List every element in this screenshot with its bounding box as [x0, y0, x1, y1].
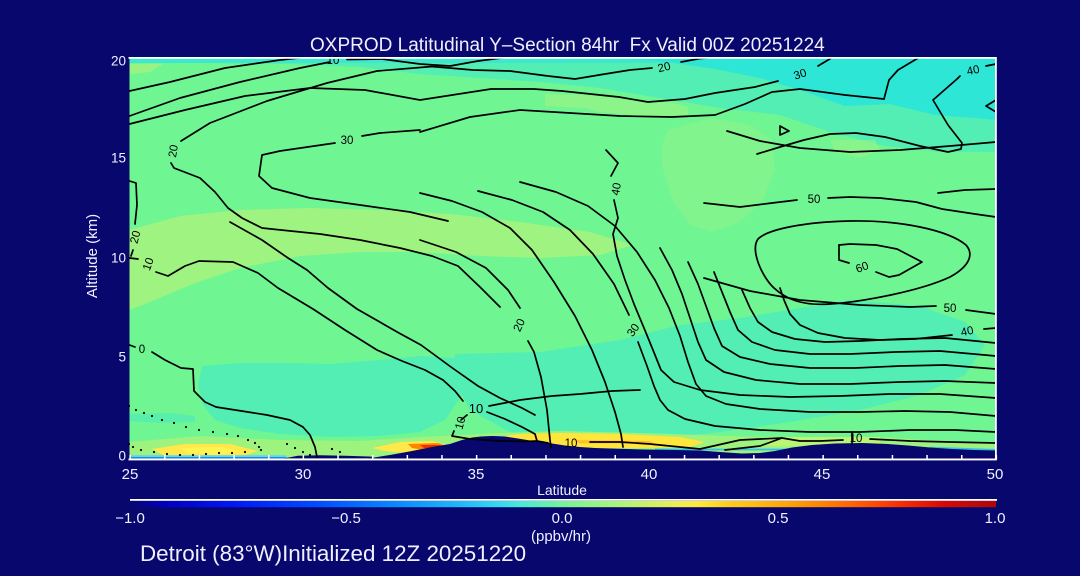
- svg-text:0: 0: [139, 344, 145, 356]
- svg-text:40: 40: [960, 325, 975, 339]
- svg-text:Detroit (83°W)Initialized 12Z: Detroit (83°W)Initialized 12Z 20251220: [140, 541, 526, 566]
- svg-text:20: 20: [512, 317, 528, 334]
- svg-text:10: 10: [454, 416, 469, 431]
- svg-text:OXPROD Latitudinal Y–Section 8: OXPROD Latitudinal Y–Section 84hr Fx Val…: [310, 35, 825, 56]
- svg-text:20: 20: [111, 54, 126, 69]
- svg-text:15: 15: [111, 151, 126, 166]
- svg-text:40: 40: [641, 466, 658, 483]
- svg-text:(ppbv/hr): (ppbv/hr): [531, 528, 591, 545]
- svg-text:35: 35: [468, 466, 485, 483]
- svg-text:10: 10: [469, 401, 483, 416]
- svg-text:10: 10: [565, 438, 578, 450]
- svg-text:1.0: 1.0: [985, 510, 1006, 527]
- svg-text:50: 50: [987, 466, 1004, 483]
- svg-text:10: 10: [850, 433, 863, 445]
- svg-text:Altitude (km): Altitude (km): [84, 214, 101, 298]
- svg-text:10: 10: [327, 55, 340, 67]
- svg-text:0.5: 0.5: [768, 510, 789, 527]
- svg-text:−1.0: −1.0: [115, 510, 145, 527]
- svg-text:30: 30: [295, 466, 312, 483]
- svg-text:5: 5: [118, 350, 126, 365]
- svg-text:10: 10: [111, 251, 126, 266]
- svg-text:−0.5: −0.5: [331, 510, 361, 527]
- svg-text:45: 45: [814, 466, 831, 483]
- svg-text:40: 40: [966, 64, 981, 78]
- svg-text:25: 25: [122, 466, 139, 483]
- svg-text:20: 20: [657, 61, 672, 76]
- svg-text:60: 60: [854, 260, 870, 276]
- svg-text:30: 30: [341, 135, 354, 147]
- svg-text:50: 50: [808, 194, 821, 206]
- svg-text:40: 40: [610, 182, 624, 197]
- svg-text:0.0: 0.0: [552, 510, 573, 527]
- svg-text:0: 0: [118, 449, 126, 464]
- svg-text:20: 20: [129, 230, 144, 245]
- svg-text:Latitude: Latitude: [537, 482, 587, 498]
- svg-text:30: 30: [792, 67, 808, 82]
- svg-text:20: 20: [167, 144, 181, 159]
- svg-text:50: 50: [944, 303, 957, 315]
- svg-text:10: 10: [141, 256, 157, 272]
